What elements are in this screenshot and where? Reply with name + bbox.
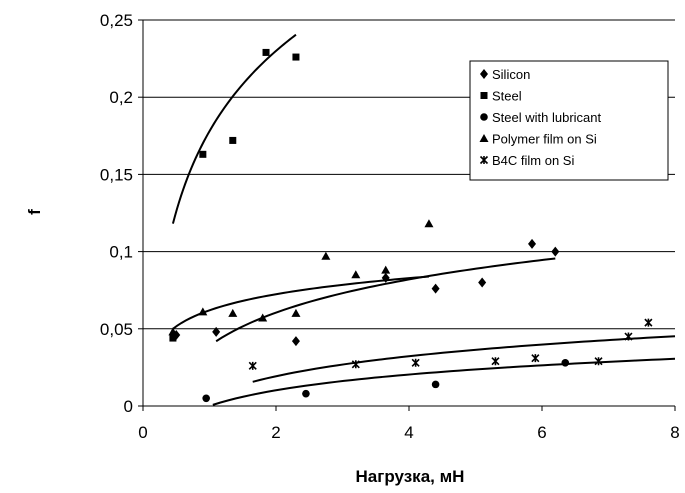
data-point: [291, 308, 301, 317]
data-point: [551, 246, 560, 257]
data-point: [561, 358, 570, 367]
data-point: [292, 53, 300, 61]
data-point: [381, 265, 391, 274]
data-point: [202, 394, 210, 403]
legend-label: Polymer film on Si: [492, 132, 597, 147]
data-point: [431, 380, 440, 389]
data-point: [644, 318, 653, 327]
data-point: [169, 334, 177, 342]
data-point: [258, 313, 268, 322]
data-points: [168, 48, 653, 403]
trend-line: [252, 335, 676, 383]
data-point: [478, 277, 487, 288]
x-tick-label: 8: [670, 423, 679, 442]
legend-label: Steel with lubricant: [492, 110, 601, 125]
data-point: [411, 358, 420, 367]
legend-marker: [480, 69, 488, 79]
data-point: [229, 136, 237, 144]
data-point: [248, 361, 257, 370]
data-point: [262, 48, 270, 56]
legend: Silicon Steel Steel with lubricant Polymer …: [469, 60, 669, 181]
x-tick-label: 6: [537, 423, 546, 442]
y-tick-label: 0: [124, 397, 133, 416]
legend-marker: [480, 113, 488, 121]
data-point: [624, 332, 633, 341]
legend-box: [469, 60, 669, 181]
trend-line: [171, 33, 297, 224]
data-point: [381, 272, 390, 283]
data-point: [198, 307, 208, 316]
data-point: [351, 270, 361, 279]
data-point: [212, 326, 221, 337]
data-point: [594, 357, 603, 366]
y-axis-label: f: [25, 209, 44, 215]
data-point: [351, 360, 360, 369]
data-point: [321, 251, 331, 260]
data-point: [431, 283, 440, 294]
trend-line: [215, 257, 556, 343]
trend-line: [212, 357, 676, 406]
data-point: [528, 238, 537, 249]
y-tick-label: 0,05: [100, 320, 133, 339]
data-point: [491, 357, 500, 366]
data-point: [228, 308, 238, 317]
y-tick-label: 0,1: [109, 243, 133, 262]
x-tick-label: 2: [271, 423, 280, 442]
x-axis-label: Нагрузка, мН: [356, 467, 465, 486]
legend-label: B4C film on Si: [492, 153, 574, 168]
trend-line: [172, 275, 430, 330]
x-tick-label: 4: [404, 423, 413, 442]
data-point: [302, 389, 310, 398]
y-tick-label: 0,25: [100, 11, 133, 30]
legend-marker: [479, 134, 489, 142]
legend-label: Steel: [492, 89, 522, 104]
data-point: [531, 354, 540, 363]
data-point: [199, 150, 207, 158]
tick-labels: 0 0,05 0,1 0,15 0,2 0,25 0 2 4 6 8: [100, 11, 680, 442]
legend-label: Silicon: [492, 67, 530, 82]
y-tick-label: 0,2: [109, 88, 133, 107]
data-point: [291, 336, 300, 347]
legend-marker: [479, 155, 489, 165]
data-point: [168, 327, 178, 336]
data-point: [424, 219, 434, 228]
x-tick-label: 0: [138, 423, 147, 442]
y-tick-label: 0,15: [100, 165, 133, 184]
legend-marker: [480, 92, 488, 99]
axes: [138, 19, 676, 411]
